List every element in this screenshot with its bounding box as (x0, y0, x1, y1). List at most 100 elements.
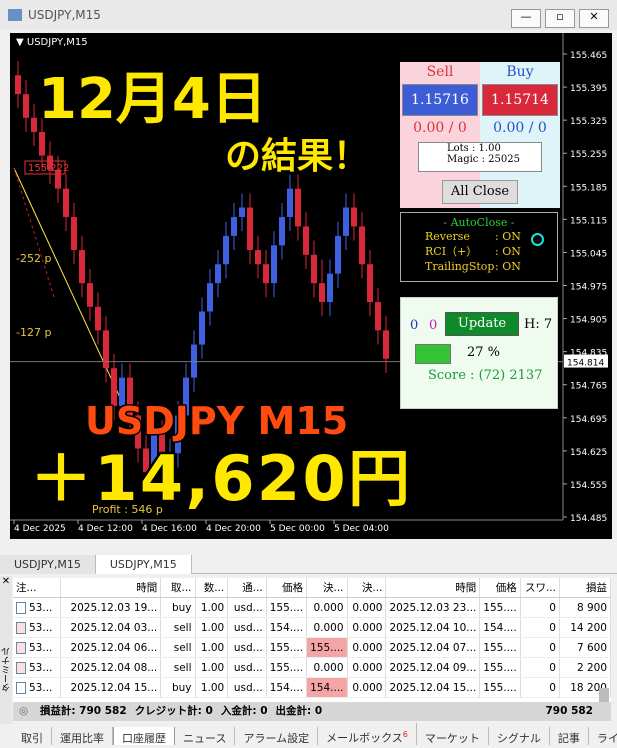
all-close-button[interactable]: All Close (442, 180, 518, 204)
magic: Magic : 25025 (447, 154, 520, 165)
table-cell: 2025.12.04 07... (385, 637, 481, 658)
cell-text: 0 (549, 621, 556, 634)
table-cell: usd... (227, 637, 267, 658)
cell-text: 53... (29, 641, 53, 654)
table-cell: 2025.12.04 09... (385, 657, 481, 678)
candle-body (151, 434, 157, 473)
table-row: 53... 2025.12.03 19... buy 1.00 usd... 155...… (13, 597, 611, 618)
cell-text: 2025.12.04 15... (70, 681, 158, 694)
table-cell: usd... (227, 617, 267, 638)
y-tick-label: 154.485 (570, 514, 607, 524)
candle-body (327, 273, 333, 303)
window-title: USDJPY,M15 (28, 8, 101, 22)
candle-body (231, 216, 237, 236)
table-row: 53... 2025.12.04 03... sell 1.00 usd... 154..… (13, 617, 611, 638)
x-tick-label: 5 Dec 04:00 (334, 524, 389, 534)
cell-text: 2025.12.04 03... (70, 621, 158, 634)
cell-text: 2025.12.04 10... (389, 621, 477, 634)
close-terminal[interactable]: ✕ (1, 576, 11, 587)
scrollbar (599, 688, 609, 702)
terminal-tab[interactable]: アラーム設定 (235, 726, 319, 745)
candle-body (183, 377, 189, 416)
terminal-tab[interactable]: 記事 (550, 726, 589, 745)
table-cell: 1.00 (195, 637, 229, 658)
candle-body (127, 377, 133, 416)
table-cell: 0.000 (347, 677, 387, 698)
terminal-tab[interactable]: 取引 (13, 726, 52, 745)
terminal-tab[interactable]: ニュース (175, 726, 236, 745)
summary-item: 損益計: 790 582 (39, 705, 127, 717)
table-cell: 0.000 (306, 597, 348, 618)
terminal-tab[interactable]: マーケット (417, 726, 489, 745)
candle-body (79, 250, 85, 284)
cell-text: 1.00 (200, 641, 225, 654)
terminal-tab[interactable]: 口座履歴 (113, 726, 175, 745)
cell-text: 154.... (269, 621, 304, 634)
terminal-tab[interactable]: シグナル (489, 726, 550, 745)
table-cell: 154.... (266, 617, 308, 638)
buy-pl: 0.00 / 0 (493, 120, 547, 136)
candle-body (135, 415, 141, 449)
sell-button[interactable]: 1.15716 (402, 84, 478, 116)
progress-bar (415, 344, 451, 364)
table-cell: 53... (13, 657, 61, 678)
candle-body (55, 169, 61, 189)
terminal-tab[interactable]: 運用比率 (52, 726, 113, 745)
percent: 27 % (467, 345, 501, 360)
table-cell: buy (160, 677, 196, 698)
chart-tab[interactable]: USDJPY,M15 (0, 555, 96, 574)
cell-text: sell (173, 661, 192, 674)
y-tick-label: 154.765 (570, 382, 607, 392)
cell-text: 0.000 (313, 621, 344, 634)
table-cell: 0 (520, 617, 560, 638)
buy-button[interactable]: 1.15714 (482, 84, 558, 116)
summary-item: 出金計: 0 (275, 705, 323, 717)
minimize[interactable]: — (511, 9, 541, 28)
column-header: 数... (195, 578, 229, 598)
candle-body (63, 188, 69, 217)
y-tick-label: 154.625 (570, 448, 607, 458)
table-cell: 154.... (266, 677, 308, 698)
table-cell: sell (160, 637, 196, 658)
update-button[interactable]: Update (445, 312, 519, 336)
table-cell: 0 (520, 677, 560, 698)
cell-text: 0 (549, 681, 556, 694)
y-tick-label: 155.255 (570, 150, 607, 160)
cell-text: usd... (233, 621, 263, 634)
autoclose-name: TrailingStop (425, 260, 495, 273)
table-row: 53... 2025.12.04 06... sell 1.00 usd... 155..… (13, 637, 611, 658)
table-cell: 155.... (266, 657, 308, 678)
summary-row: ◎ 損益計: 790 582 クレジット計: 0 入金計: 0 出金計: 0 790 5… (13, 702, 611, 721)
y-tick-label: 154.835 (570, 349, 607, 359)
close[interactable]: ✕ (579, 9, 609, 28)
candle-body (103, 330, 109, 369)
profit-label: Profit : 546 p (92, 503, 163, 516)
row-icon (16, 641, 26, 654)
overlay-result: の結果！ (225, 136, 369, 177)
terminal-tab[interactable]: メールボックス6 (318, 723, 417, 745)
cell-text: 2025.12.04 06... (70, 641, 158, 654)
summary-item: クレジット計: 0 (134, 705, 213, 717)
cell-text: usd... (233, 601, 263, 614)
autoclose-panel: - AutoClose - Reverse: ON RCI（+）: ON Trail… (400, 212, 558, 282)
table-cell: 155.... (479, 677, 521, 698)
table-cell: 0.000 (306, 657, 348, 678)
maximize[interactable]: ▫ (545, 9, 575, 28)
table-cell: usd... (227, 677, 267, 698)
table: 注... 時間 取... 数... 通... 価格 決... 決... 時間 価格 スワ... 損益 5… (13, 578, 611, 698)
cell-text: 0.000 (352, 681, 383, 694)
buy-title: Buy (506, 64, 534, 80)
cell-text: 155.... (269, 641, 304, 654)
table-cell: 53... (13, 677, 61, 698)
y-tick-label: 155.045 (570, 249, 607, 259)
side-bar: ✕ ターミナル (0, 576, 12, 724)
cell-text: 154.... (310, 681, 344, 694)
cell-text: 2 200 (576, 661, 607, 674)
autoclose-name: RCI（+） (425, 245, 478, 258)
chart-tab[interactable]: USDJPY,M15 (95, 555, 192, 574)
row-icon (16, 661, 26, 674)
cell-text: sell (173, 621, 192, 634)
terminal-tab[interactable]: ライブ (589, 727, 617, 745)
current-price-label: 154.814 (567, 359, 604, 369)
column-header: 決... (306, 578, 348, 598)
